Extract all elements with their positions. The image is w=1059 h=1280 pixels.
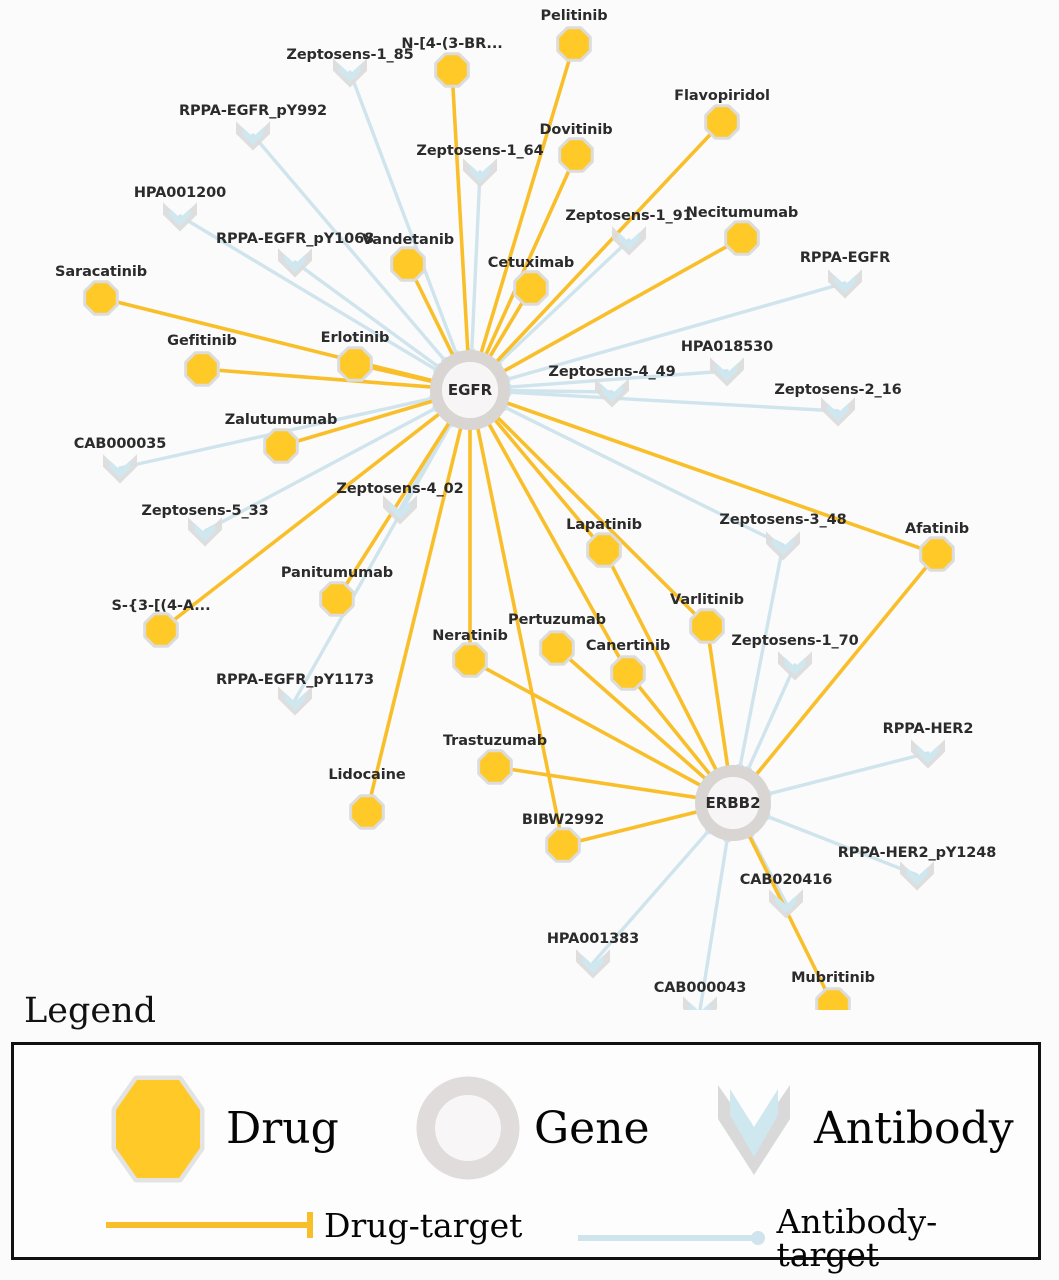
drug-node — [586, 532, 622, 568]
drug-node — [390, 246, 426, 282]
drug-node — [724, 220, 760, 256]
gene-label-erbb2: ERBB2 — [705, 794, 761, 812]
legend-item-antibody-target: Antibody-target — [574, 1205, 1038, 1271]
gene-node — [695, 765, 771, 841]
octagon-icon — [111, 1075, 205, 1183]
legend-box: Drug Gene Antibody — [11, 1042, 1041, 1271]
drug-node — [434, 52, 470, 88]
antibody-node — [828, 269, 862, 299]
antibody-node — [612, 226, 646, 256]
drug-nodes — [83, 26, 955, 1010]
antibody-node — [463, 158, 497, 188]
drug-target-edge-icon — [106, 1212, 313, 1238]
drug-node — [452, 642, 488, 678]
antibody-node — [188, 517, 222, 547]
antibody-node — [769, 889, 803, 919]
network-canvas — [83, 26, 955, 1010]
legend-label-gene: Gene — [534, 1103, 650, 1154]
drug-node — [919, 536, 955, 572]
antibody-node — [333, 58, 367, 88]
legend-item-drug-target: Drug-target — [102, 1205, 522, 1245]
drug-node — [263, 428, 299, 464]
drug-node — [558, 137, 594, 173]
legend-edge-row: Drug-target Antibody-target — [14, 1205, 1038, 1271]
antibody-node — [766, 531, 800, 561]
antibody-node — [778, 651, 812, 681]
legend-label-drug-target: Drug-target — [324, 1205, 523, 1245]
chevron-icon — [718, 1085, 790, 1175]
antibody-node — [821, 397, 855, 427]
legend: Legend Drug Gene — [0, 985, 1059, 1280]
antibody-node — [710, 357, 744, 387]
drug-node — [349, 794, 385, 830]
legend-item-antibody: Antibody — [704, 1075, 1014, 1183]
drug-node — [184, 351, 220, 387]
antibody-node — [576, 949, 610, 979]
drug-node — [556, 26, 592, 62]
legend-item-drug: Drug — [102, 1075, 339, 1183]
antibody-node — [103, 454, 137, 484]
gene-nodes — [430, 350, 771, 841]
gene-label-egfr: EGFR — [447, 381, 493, 399]
drug-node — [513, 270, 549, 306]
antibody-nodes — [103, 58, 945, 1010]
drug-node — [83, 280, 119, 316]
antibody-node — [383, 495, 417, 525]
antibody-node — [911, 739, 945, 769]
drug-node — [539, 630, 575, 666]
gene-node — [430, 350, 510, 430]
drug-target-edges — [99, 42, 939, 1007]
antibody-node — [236, 121, 270, 151]
drug-node — [815, 987, 851, 1010]
drug-node — [689, 608, 725, 644]
drug-node — [477, 749, 513, 785]
legend-label-antibody-target: Antibody-target — [776, 1202, 938, 1274]
antibody-node — [595, 378, 629, 408]
drug-node — [610, 655, 646, 691]
antibody-node — [278, 686, 312, 716]
drug-node — [545, 827, 581, 863]
legend-title: Legend — [24, 991, 157, 1031]
antibody-node — [163, 202, 197, 232]
antibody-node — [900, 861, 934, 891]
drug-node — [143, 612, 179, 648]
legend-item-gene: Gene — [414, 1075, 650, 1183]
legend-label-drug: Drug — [226, 1103, 339, 1154]
antibody-node — [278, 248, 312, 278]
legend-shape-row: Drug Gene Antibody — [14, 1075, 1038, 1183]
drug-node — [319, 581, 355, 617]
ring-icon — [416, 1076, 520, 1180]
drug-node — [337, 346, 373, 382]
drug-node — [704, 104, 740, 140]
antibody-node — [683, 996, 717, 1010]
antibody-target-edge-icon — [578, 1231, 765, 1245]
legend-label-antibody: Antibody — [814, 1103, 1014, 1154]
